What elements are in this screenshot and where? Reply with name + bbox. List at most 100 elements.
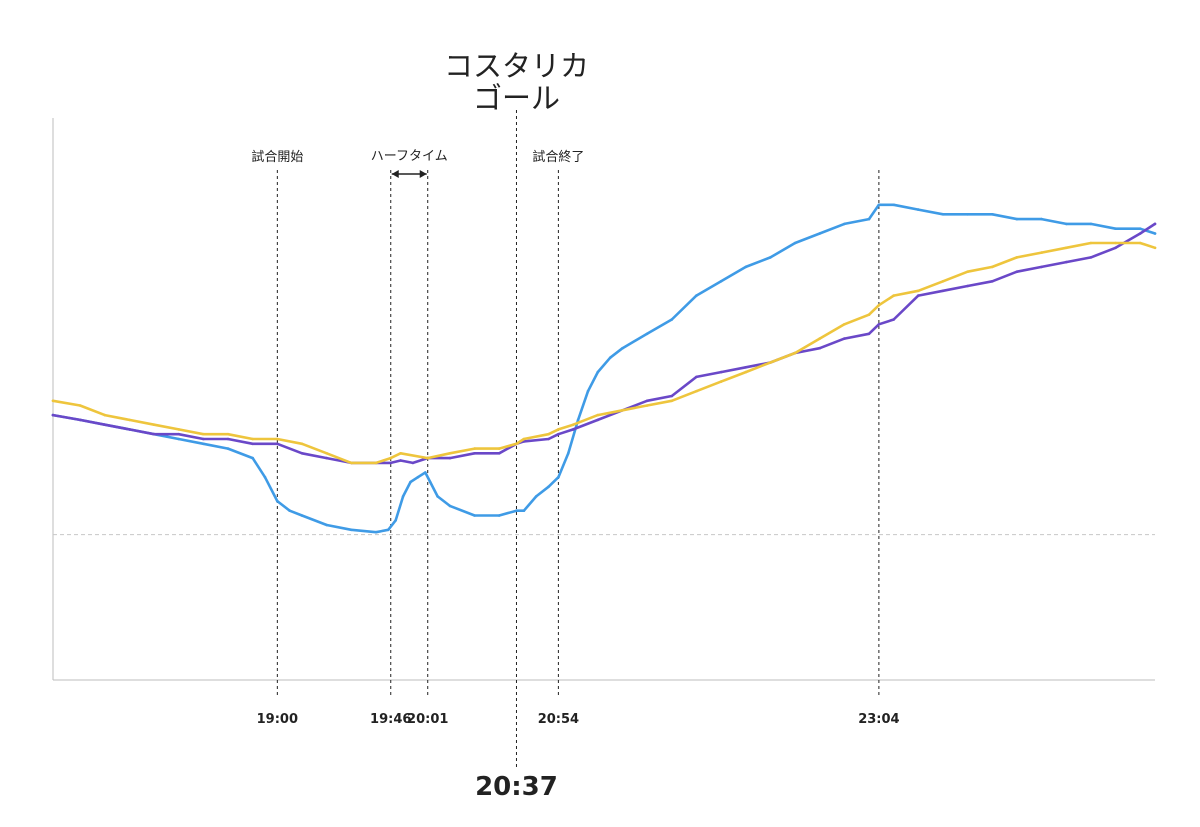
series-0-point [1138,227,1142,230]
series-0-point [394,519,398,522]
series-1-point [571,428,575,431]
series-2-point [670,399,674,403]
series-1-point [177,432,180,436]
series-0-point [497,514,501,517]
event-label: 試合開始 [251,149,303,165]
series-1-point [892,318,895,321]
series-2-point [399,452,402,455]
series-0-point [387,528,390,532]
series-0-point [744,265,748,269]
series-0-point [917,208,920,211]
series-2-point [867,313,871,317]
series-1-point [473,452,476,455]
series-1-point [300,452,304,455]
series-1-point [991,280,994,283]
series-2-point [448,452,452,455]
series-2-point [128,418,131,422]
series-0-point [401,495,405,498]
series-1-point [251,442,254,446]
series-1-point [226,437,230,441]
series-1-point [1089,256,1093,259]
series-1-point [744,366,748,369]
series-0-point [409,480,412,484]
x-tick-label: 23:04 [858,712,899,727]
series-lines [51,203,1157,534]
series-0-point [769,256,772,259]
series-0-point [263,475,267,479]
series-1-point [695,375,698,379]
event-label: 試合終了 [532,149,584,165]
series-0-point [1089,222,1093,226]
series-1-point [51,413,55,417]
series-2-point [991,265,994,269]
series-2-point [695,389,698,393]
series-0-point [424,471,427,474]
series-0-point [576,418,580,422]
halftime-arrow-left-head [391,170,399,178]
series-1-point [1153,222,1157,226]
series-2-point [793,351,797,355]
series-1-point [128,428,131,431]
series-2-point [251,437,254,441]
series-0-point [300,514,304,517]
series-2-point [473,447,476,450]
series-1-point [670,394,674,398]
series-0-point [991,213,994,216]
series-2-point [300,442,304,446]
series-1-point [917,294,920,297]
series-0-point [608,356,612,360]
series-0-point [695,294,698,297]
series-2-point [426,456,430,460]
series-2-point [596,413,600,417]
series-2-point [325,452,329,455]
series-0-point [877,203,881,207]
series-2-point [103,413,107,417]
series-2-point [818,337,821,340]
series-1-point [1015,270,1019,274]
series-0-point [374,530,378,534]
series-2-point [941,280,945,283]
halftime-arrow-right-head [419,170,427,178]
series-1-point [1040,265,1043,269]
series-2-point [877,303,881,307]
series-2-point [769,361,772,364]
series-0-point [177,437,180,441]
series-0-point [202,442,205,446]
series-1-point [719,370,723,374]
series-0-point [941,213,945,216]
series-1-point [557,432,560,436]
series-0-point [966,213,969,216]
x-tick-label: 20:01 [407,712,448,727]
series-2-point [892,294,895,297]
series-0-point [515,509,518,512]
series-2-point [645,404,649,407]
series-2-point [966,270,969,274]
series-1-point [497,452,501,455]
series-0-point [621,346,624,350]
series-2-point [522,437,526,441]
series-1-point [1064,260,1068,264]
series-0-point [473,514,476,517]
series-1-point [966,284,969,288]
series-line-2 [51,241,1157,465]
series-group-1 [51,222,1157,465]
series-0-point [567,452,570,455]
series-line-0 [51,203,1157,534]
series-group-2 [51,241,1157,465]
series-line-1 [51,222,1157,465]
series-1-point [448,456,452,460]
series-2-point [1153,246,1157,250]
series-0-point [416,475,420,479]
series-1-point [78,418,82,422]
series-2-point [152,423,156,427]
goal-title-line1: コスタリカ [444,49,589,83]
series-0-point [892,203,895,207]
series-0-point [645,332,649,336]
series-2-point [202,432,205,436]
series-0-point [719,280,723,283]
series-0-point [325,523,329,527]
series-2-point [917,289,920,293]
series-0-point [547,485,550,489]
